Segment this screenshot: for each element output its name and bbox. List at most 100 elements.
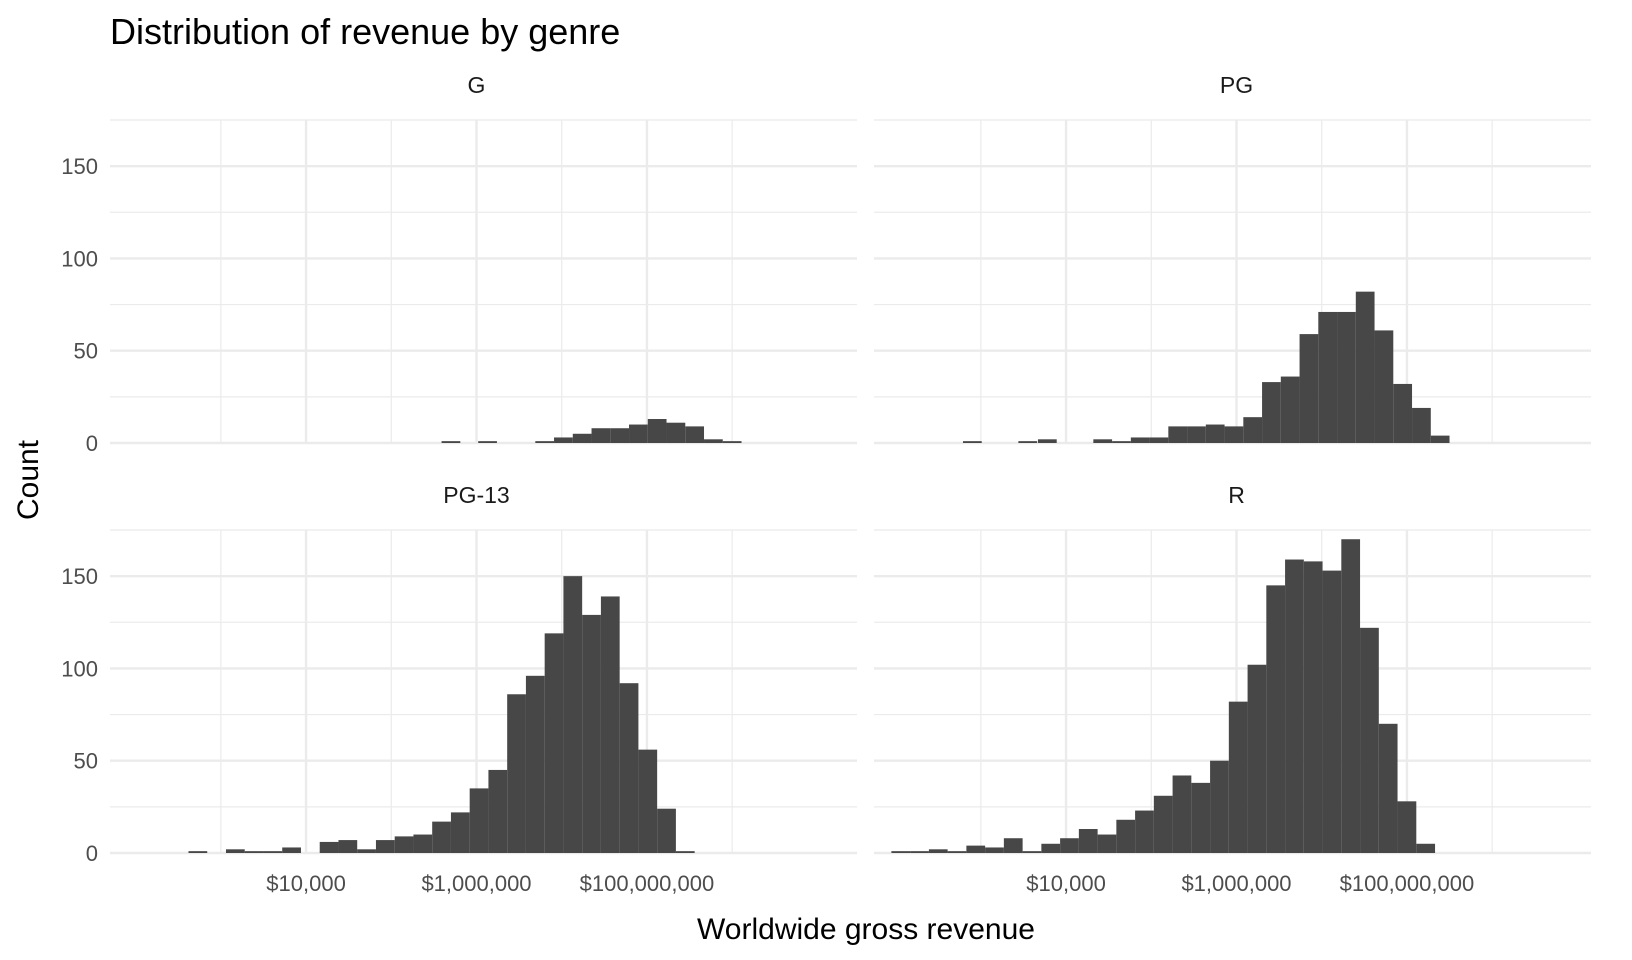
y-tick-label: 100	[61, 656, 98, 681]
histogram-bar	[891, 851, 911, 853]
histogram-bar	[225, 849, 245, 853]
histogram-bar	[1037, 439, 1057, 443]
y-tick-label: 0	[86, 431, 98, 456]
histogram-bar	[685, 426, 705, 443]
histogram-bar	[1168, 426, 1188, 443]
histogram-bar	[962, 441, 982, 443]
x-tick-label: $100,000,000	[1340, 871, 1475, 896]
histogram-bar	[1322, 570, 1342, 853]
histogram-bar	[1172, 775, 1192, 853]
histogram-bar	[1112, 441, 1131, 443]
histogram-bar	[1060, 838, 1079, 853]
histogram-bar	[704, 439, 723, 443]
histogram-bar	[525, 675, 545, 853]
facet-label: PG-13	[443, 482, 509, 508]
histogram-bar	[1130, 437, 1150, 443]
facet-label: PG	[1220, 72, 1253, 98]
histogram-bar	[450, 812, 470, 853]
histogram-bar	[1285, 559, 1304, 853]
histogram-bar	[1416, 843, 1436, 853]
histogram-bar	[1430, 435, 1450, 443]
histogram-bar	[563, 576, 583, 853]
histogram-bar	[1355, 291, 1375, 443]
chart-title: Distribution of revenue by genre	[110, 11, 620, 52]
histogram-bar	[1041, 843, 1061, 853]
histogram-bar	[1210, 760, 1229, 853]
histogram-bar	[432, 821, 451, 853]
histogram-bar	[282, 847, 301, 853]
facet-label: R	[1228, 482, 1245, 508]
histogram-bar	[638, 749, 658, 853]
histogram-bar	[1149, 437, 1169, 443]
histogram-bar	[244, 851, 264, 853]
histogram-bar	[375, 840, 395, 853]
y-tick-label: 0	[86, 841, 98, 866]
facet-panel: PG	[874, 72, 1591, 445]
histogram-bar	[572, 433, 592, 443]
histogram-bar	[1360, 627, 1379, 853]
histogram-bar	[1412, 407, 1431, 443]
histogram-bar	[1397, 801, 1417, 853]
x-tick-label: $100,000,000	[580, 871, 715, 896]
histogram-bar	[1135, 810, 1154, 853]
histogram-bar	[1341, 539, 1361, 853]
histogram-bar	[1266, 585, 1286, 853]
histogram-bar	[338, 840, 358, 853]
histogram-bar	[1187, 426, 1206, 443]
histogram-bar	[966, 845, 986, 853]
histogram-bar	[1374, 330, 1394, 443]
histogram-bar	[1262, 382, 1281, 443]
histogram-bar	[629, 424, 648, 443]
histogram-bar	[478, 441, 497, 443]
histogram-bar	[722, 441, 742, 443]
histogram-bar	[535, 441, 555, 443]
histogram-bar	[1153, 795, 1173, 853]
histogram-bar	[619, 683, 639, 853]
histogram-bar	[985, 847, 1004, 853]
histogram-bar	[188, 851, 208, 853]
histogram-bar	[1093, 439, 1113, 443]
y-tick-label: 150	[61, 564, 98, 589]
histogram-bar	[1097, 834, 1117, 853]
facet-panel: G 0 50 100 150	[61, 72, 857, 456]
histogram-bar	[666, 422, 686, 443]
histogram-bar	[928, 849, 948, 853]
histogram-bar	[1191, 782, 1211, 853]
histogram-bar	[1018, 441, 1038, 443]
histogram-bar	[1078, 829, 1098, 853]
histogram-bar	[600, 596, 620, 853]
histogram-bar	[675, 851, 695, 853]
histogram-bar	[413, 834, 433, 853]
x-tick-label: $1,000,000	[1181, 871, 1291, 896]
histogram-bar	[1247, 664, 1267, 853]
histogram-bar	[610, 428, 630, 443]
histogram-bar	[488, 769, 508, 853]
y-tick-label: 50	[74, 749, 98, 774]
x-tick-label: $1,000,000	[421, 871, 531, 896]
y-tick-label: 100	[61, 246, 98, 271]
histogram-bar	[1299, 334, 1319, 443]
histogram-bar	[1378, 723, 1398, 853]
histogram-bar	[910, 851, 929, 853]
histogram-bar	[357, 849, 376, 853]
facet-panels: G 0 50 100 150 PG PG-13 0 50 100 150 $10,000 $1,000,…	[61, 72, 1591, 896]
histogram-bar	[1280, 376, 1300, 443]
y-axis-label: Count	[12, 439, 45, 520]
histogram-bar	[1393, 383, 1413, 443]
histogram-bar	[1228, 701, 1248, 853]
histogram-bar	[647, 419, 667, 443]
histogram-bar	[469, 788, 489, 853]
histogram-bar	[441, 441, 461, 443]
histogram-bar	[544, 633, 564, 853]
x-tick-label: $10,000	[266, 871, 346, 896]
facet-panel: PG-13 0 50 100 150 $10,000 $1,000,000 $100,000,…	[61, 482, 857, 896]
histogram-bar	[1243, 417, 1263, 443]
histogram-bar	[1224, 426, 1244, 443]
facet-label: G	[468, 72, 486, 98]
histogram-bar	[263, 851, 283, 853]
facet-panel: R $10,000 $1,000,000 $100,000,000	[874, 482, 1591, 896]
histogram-bar	[1205, 424, 1225, 443]
histogram-bar	[554, 437, 573, 443]
histogram-bar	[657, 808, 676, 853]
